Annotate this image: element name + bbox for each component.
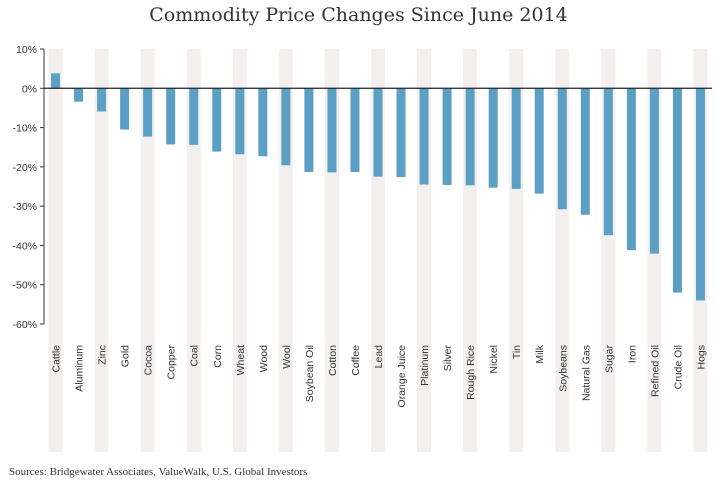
y-tick-label: 0% bbox=[22, 83, 37, 95]
category-band bbox=[140, 49, 155, 452]
bar-wheat bbox=[235, 88, 245, 155]
category-label: Orange Juice bbox=[396, 345, 408, 408]
bar-hogs bbox=[695, 88, 705, 301]
category-label: Refined Oil bbox=[649, 345, 661, 397]
category-band bbox=[186, 49, 201, 452]
category-label: Coffee bbox=[350, 345, 362, 376]
bar-cocoa bbox=[143, 88, 153, 137]
bar-coal bbox=[189, 88, 199, 145]
category-label: Cotton bbox=[327, 345, 339, 376]
category-label: Tin bbox=[511, 345, 523, 359]
category-label: Platinum bbox=[419, 345, 431, 386]
category-label: Cocoa bbox=[143, 345, 155, 376]
bar-crude-oil bbox=[672, 88, 682, 293]
bar-tin bbox=[511, 88, 521, 189]
y-tick-label: -30% bbox=[12, 201, 37, 213]
category-label: Silver bbox=[442, 345, 454, 372]
y-tick-label: -50% bbox=[12, 280, 37, 292]
bar-corn bbox=[212, 88, 222, 152]
category-band bbox=[94, 49, 109, 452]
y-ticks: 10% 0% -10% -20% -30% -40% -50% -60% bbox=[12, 44, 44, 331]
y-tick-label: -20% bbox=[12, 162, 37, 174]
category-label: Lead bbox=[373, 345, 385, 369]
category-label: Zinc bbox=[97, 345, 109, 365]
category-label: Soybeans bbox=[557, 345, 569, 392]
bar-silver bbox=[442, 88, 452, 185]
category-label: Hogs bbox=[695, 345, 707, 370]
bar-aluminum bbox=[74, 88, 84, 102]
source-note: Sources: Bridgewater Associates, ValueWa… bbox=[9, 466, 308, 478]
bar-nickel bbox=[488, 88, 498, 188]
category-label: Sugar bbox=[603, 345, 615, 374]
category-labels: Cattle Aluminum Zinc Gold Cocoa Copper Coal Cor… bbox=[51, 344, 708, 407]
bar-rough-rice bbox=[465, 88, 475, 186]
category-label: Aluminum bbox=[74, 345, 86, 392]
bars bbox=[51, 73, 705, 301]
bar-wood bbox=[258, 88, 268, 157]
category-label: Wood bbox=[258, 345, 270, 372]
y-tick-label: -60% bbox=[12, 319, 37, 331]
category-label: Gold bbox=[120, 345, 132, 367]
bar-cattle bbox=[51, 73, 61, 89]
bar-wool bbox=[281, 88, 291, 166]
bar-soybean-oil bbox=[304, 88, 314, 172]
bar-natural-gas bbox=[580, 88, 590, 215]
bar-iron bbox=[626, 88, 636, 251]
bar-soybeans bbox=[557, 88, 567, 210]
category-label: Corn bbox=[212, 345, 224, 368]
y-tick-label: 10% bbox=[16, 44, 37, 56]
bar-coffee bbox=[350, 88, 360, 172]
category-label: Wheat bbox=[235, 345, 247, 375]
category-label: Wool bbox=[281, 345, 293, 369]
bar-milk bbox=[534, 88, 544, 194]
bar-copper bbox=[166, 88, 176, 145]
category-label: Iron bbox=[626, 345, 638, 363]
category-label: Copper bbox=[166, 345, 178, 380]
category-label: Nickel bbox=[488, 345, 500, 374]
bar-zinc bbox=[97, 88, 107, 112]
bar-cotton bbox=[327, 88, 337, 173]
bar-sugar bbox=[603, 88, 613, 236]
bar-lead bbox=[373, 88, 383, 177]
category-label: Milk bbox=[534, 344, 546, 363]
category-label: Crude Oil bbox=[672, 345, 684, 389]
bar-orange-juice bbox=[396, 88, 406, 178]
bar-platinum bbox=[419, 88, 429, 185]
bar-gold bbox=[120, 88, 130, 130]
category-band bbox=[48, 49, 63, 452]
y-tick-label: -40% bbox=[12, 240, 37, 252]
y-tick-label: -10% bbox=[12, 123, 37, 135]
category-label: Soybean Oil bbox=[304, 345, 316, 402]
category-label: Rough Rice bbox=[465, 345, 477, 400]
bar-refined-oil bbox=[649, 88, 659, 254]
category-label: Coal bbox=[189, 345, 201, 367]
category-label: Natural Gas bbox=[580, 345, 592, 401]
chart-title: Commodity Price Changes Since June 2014 bbox=[149, 4, 568, 26]
category-label: Cattle bbox=[51, 345, 63, 373]
